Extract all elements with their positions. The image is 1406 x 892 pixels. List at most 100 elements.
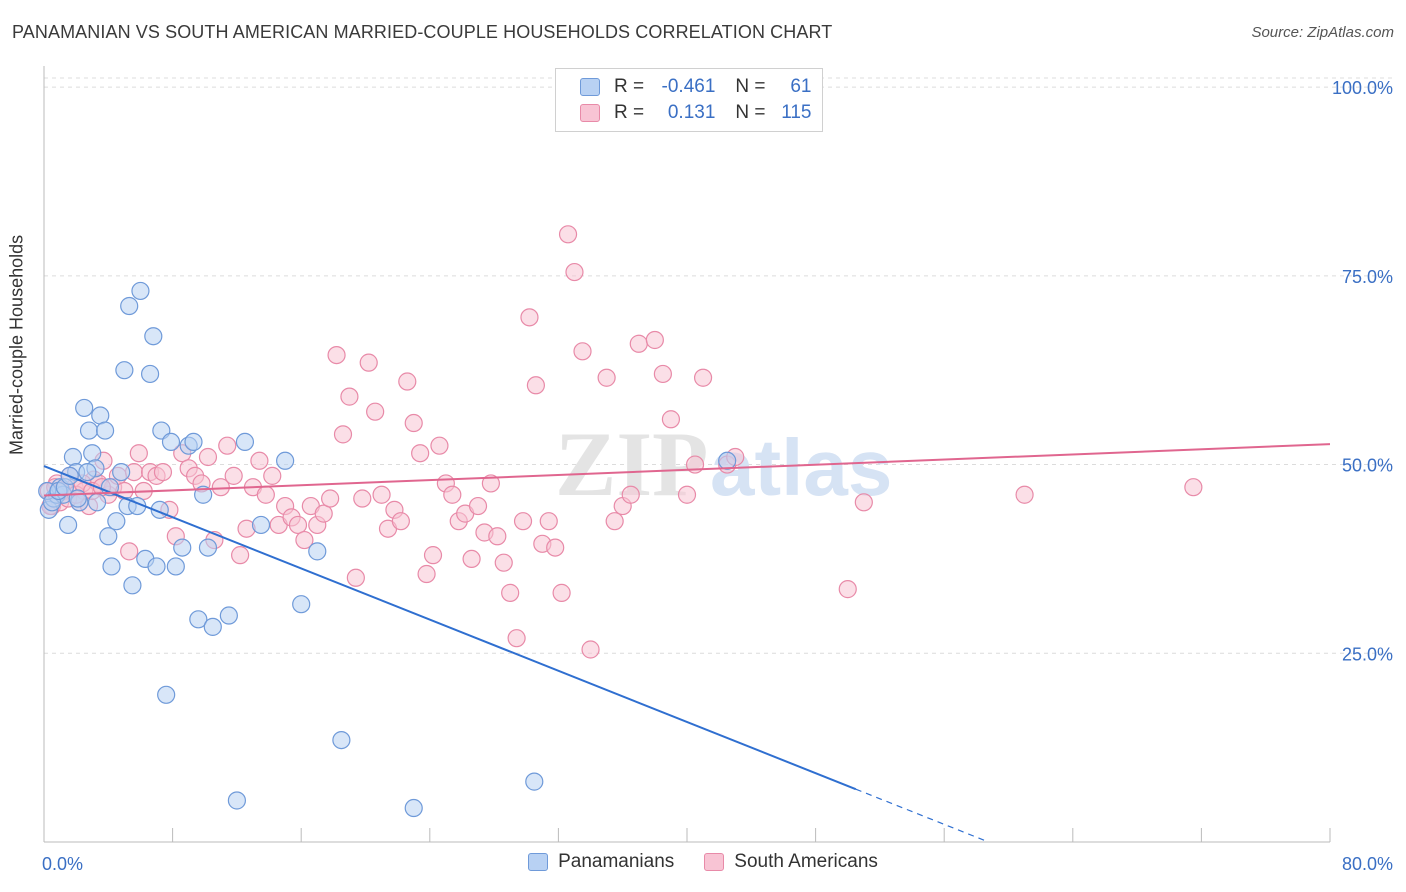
point-panamanians <box>173 538 192 557</box>
point-south-americans <box>653 364 672 384</box>
grid-lines <box>44 77 1394 654</box>
point-panamanians <box>308 542 327 561</box>
point-south-americans <box>129 444 148 463</box>
point-south-americans <box>677 485 697 504</box>
point-panamanians <box>157 685 176 704</box>
legend-swatch-south-americans <box>704 853 725 871</box>
source-label: Source: ZipAtlas.com <box>1251 24 1394 41</box>
point-panamanians <box>276 451 295 470</box>
point-south-americans <box>481 474 500 493</box>
point-south-americans <box>661 410 681 429</box>
point-south-americans <box>411 444 430 463</box>
point-south-americans <box>417 564 436 584</box>
point-south-americans <box>423 546 443 565</box>
legend-row-panamanians: R = -0.461 N = 61 <box>580 74 812 100</box>
axis-ticks <box>43 828 1331 842</box>
point-panamanians <box>203 617 222 636</box>
point-south-americans <box>468 496 488 516</box>
point-south-americans <box>1015 485 1034 504</box>
legend-swatch-panamanians <box>528 853 549 871</box>
point-south-americans <box>507 629 526 648</box>
legend-item-panamanians: Panamanians <box>528 851 674 873</box>
point-panamanians <box>251 515 271 535</box>
point-south-americans <box>629 334 648 353</box>
point-south-americans <box>359 353 378 372</box>
point-panamanians <box>184 432 203 452</box>
point-panamanians <box>292 595 311 614</box>
point-panamanians <box>227 791 246 810</box>
x-tick-labels: 0.0% 80.0% <box>42 854 1393 874</box>
point-panamanians <box>189 610 208 629</box>
point-panamanians <box>219 606 238 625</box>
point-panamanians <box>115 361 134 380</box>
point-south-americans <box>501 583 520 602</box>
legend-label-panamanians: Panamanians <box>558 851 675 872</box>
x-tick-label-min: 0.0% <box>42 854 83 874</box>
legend-n-label: N = <box>735 102 766 123</box>
point-south-americans <box>391 512 410 531</box>
point-south-americans <box>198 447 218 467</box>
point-south-americans <box>573 342 592 361</box>
legend-n-value: 115 <box>781 102 812 123</box>
point-south-americans <box>218 436 237 455</box>
point-panamanians <box>718 451 737 470</box>
point-panamanians <box>123 576 142 595</box>
point-south-americans <box>288 515 308 535</box>
trend-line-south-americans <box>43 443 1331 497</box>
point-south-americans <box>120 542 139 561</box>
point-panamanians <box>120 296 139 316</box>
point-panamanians <box>198 538 218 557</box>
legend-row-south-americans: R = 0.131 N = 115 <box>580 100 812 126</box>
correlation-legend: R = -0.461 N = 61 R = 0.131 N = 115 <box>555 68 823 132</box>
point-panamanians <box>525 772 544 791</box>
point-south-americans <box>488 527 507 546</box>
point-south-americans <box>838 580 857 599</box>
point-panamanians <box>147 557 166 576</box>
x-tick-label-max: 80.0% <box>1342 854 1393 874</box>
point-south-americans <box>250 451 269 470</box>
point-south-americans <box>353 489 372 508</box>
point-south-americans <box>333 425 353 444</box>
y-tick-label: 75.0% <box>1342 267 1393 287</box>
point-panamanians <box>87 493 107 512</box>
point-panamanians <box>83 444 102 463</box>
point-south-americans <box>404 413 423 433</box>
legend-n-label: N = <box>735 76 766 97</box>
trend-line-panamanians-extension <box>855 788 985 841</box>
point-south-americans <box>231 546 250 565</box>
legend-r-label: R = <box>614 102 645 123</box>
point-south-americans <box>153 462 173 482</box>
point-panamanians <box>140 364 160 384</box>
point-panamanians <box>235 432 255 452</box>
point-south-americans <box>645 330 664 350</box>
point-south-americans <box>295 530 314 550</box>
legend-n-value: 61 <box>790 76 812 97</box>
y-tick-label: 25.0% <box>1342 644 1393 664</box>
point-south-americans <box>340 387 359 406</box>
point-panamanians <box>59 515 78 535</box>
point-south-americans <box>546 538 565 557</box>
point-south-americans <box>597 368 616 387</box>
point-panamanians <box>75 398 94 418</box>
point-south-americans <box>398 372 417 391</box>
point-south-americans <box>224 466 243 485</box>
point-panamanians <box>99 527 118 546</box>
legend-r-value: -0.461 <box>661 76 716 97</box>
y-tick-labels: 25.0% 50.0% 75.0% 100.0% <box>1332 78 1393 664</box>
point-south-americans <box>321 489 340 508</box>
point-panamanians <box>166 557 185 576</box>
point-panamanians <box>102 557 121 576</box>
point-south-americans <box>513 512 533 531</box>
point-panamanians <box>131 281 150 301</box>
point-south-americans <box>443 485 462 504</box>
point-south-americans <box>539 512 558 531</box>
point-panamanians <box>95 421 115 440</box>
series-legend: Panamanians South Americans <box>0 851 1406 873</box>
trend-line-panamanians <box>43 465 857 791</box>
point-panamanians <box>112 462 131 482</box>
point-south-americans <box>494 553 513 572</box>
point-panamanians <box>107 512 126 531</box>
y-tick-label: 100.0% <box>1332 78 1393 98</box>
point-south-americans <box>430 436 449 455</box>
